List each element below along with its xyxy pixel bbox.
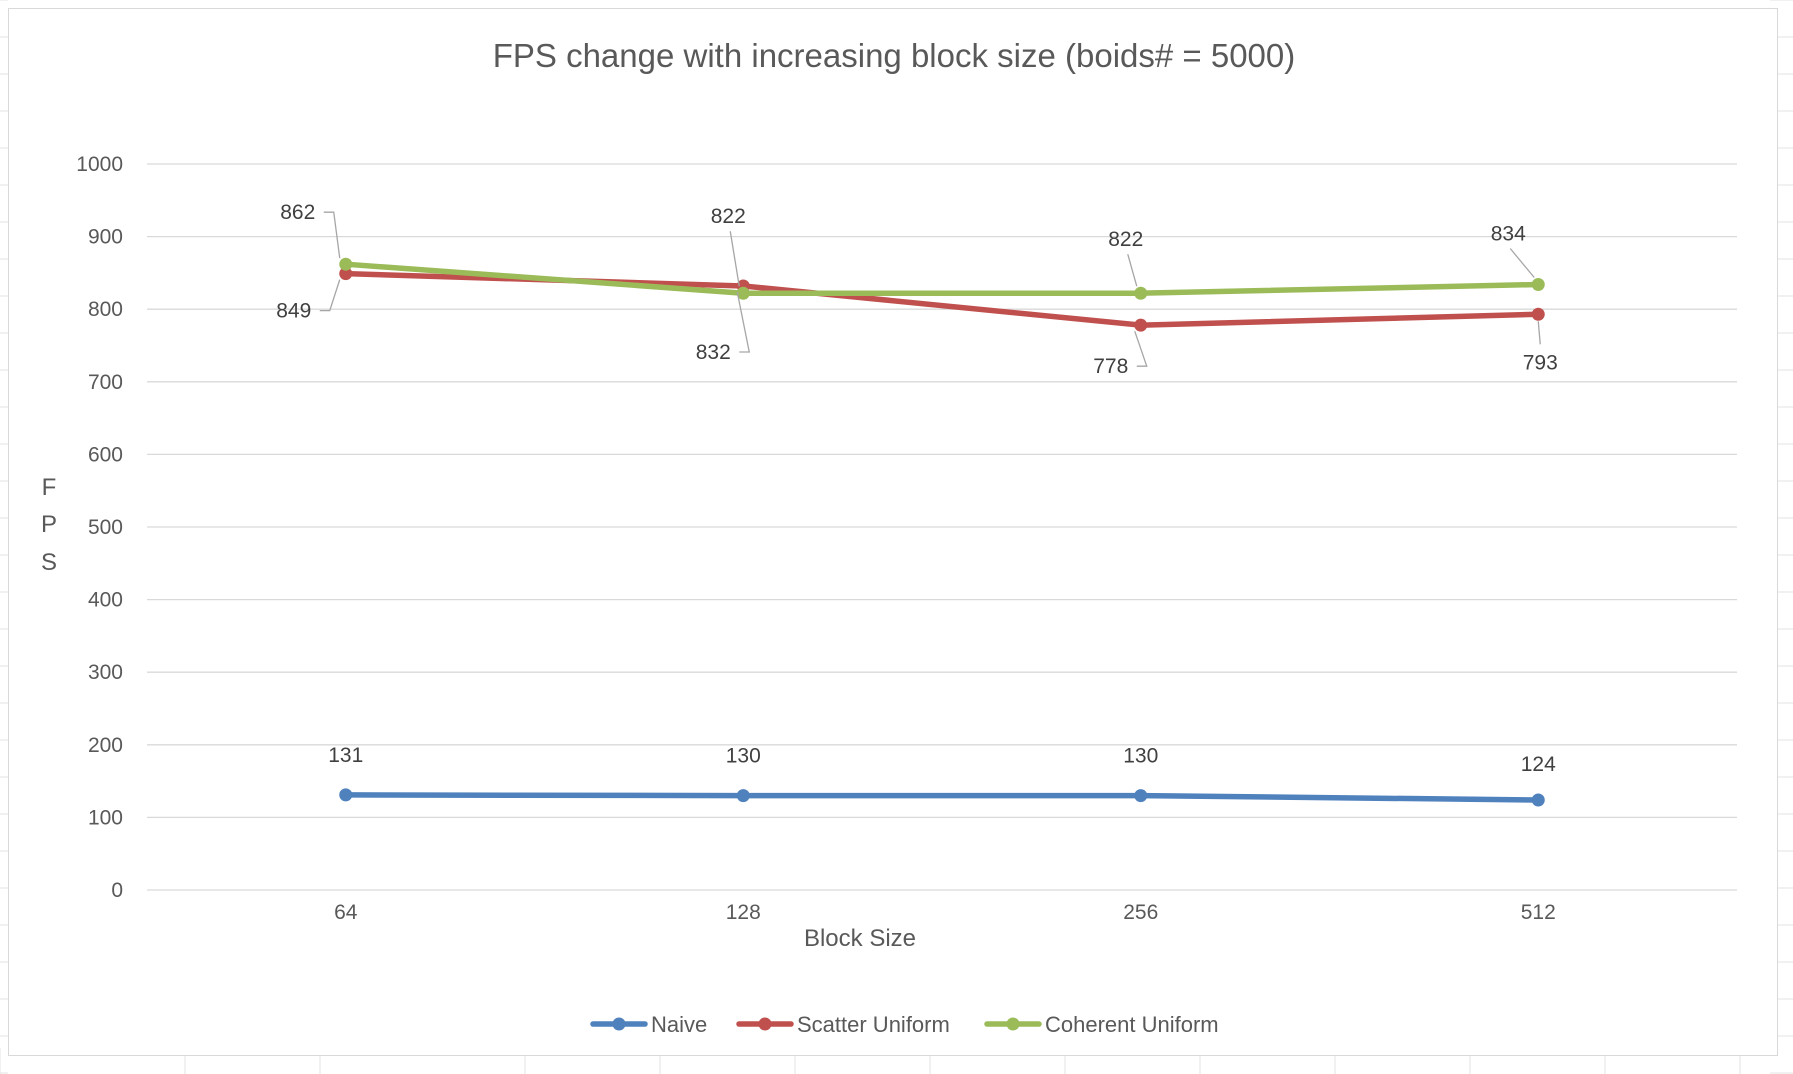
data-point[interactable]: [736, 789, 750, 803]
legend-label: Scatter Uniform: [797, 1012, 950, 1037]
data-point[interactable]: [1531, 793, 1545, 807]
data-label: 124: [1521, 753, 1556, 776]
y-axis-title-letter: F: [42, 474, 57, 501]
data-label: 849: [276, 300, 311, 323]
series-lines: [339, 257, 1545, 807]
data-label: 130: [1123, 745, 1158, 768]
line-chart: FPS change with increasing block size (b…: [41, 37, 1737, 1037]
data-point[interactable]: [1531, 307, 1545, 321]
y-tick-label: 500: [88, 516, 123, 539]
leader-line: [1509, 248, 1535, 278]
data-point[interactable]: [1134, 789, 1148, 803]
data-label: 131: [328, 744, 363, 767]
y-tick-label: 600: [88, 443, 123, 466]
x-axis-ticks: 64 128 256 512: [334, 901, 1556, 924]
y-axis-ticks: 0 100 200 300 400 500 600 700 800 900 1000: [76, 153, 123, 902]
legend-marker: [758, 1017, 772, 1031]
chart-title: FPS change with increasing block size (b…: [493, 37, 1296, 74]
series-line: [343, 261, 1541, 296]
data-labels: 131 130 130 124 849 832 778 793 862 822 822 834: [276, 201, 1558, 776]
x-tick-label: 128: [726, 901, 761, 924]
legend-item-scatter-uniform[interactable]: Scatter Uniform: [736, 1012, 950, 1037]
legend-item-coherent-uniform[interactable]: Coherent Uniform: [984, 1012, 1219, 1037]
x-axis-title: Block Size: [804, 925, 916, 952]
data-label: 834: [1491, 223, 1526, 246]
legend-marker: [612, 1017, 626, 1031]
y-axis-title-letter: S: [41, 549, 57, 576]
data-point[interactable]: [1134, 318, 1148, 332]
data-label: 130: [726, 745, 761, 768]
y-tick-label: 900: [88, 226, 123, 249]
data-point[interactable]: [339, 257, 353, 271]
legend-marker: [1006, 1017, 1020, 1031]
data-label: 862: [280, 201, 315, 224]
y-tick-label: 300: [88, 661, 123, 684]
y-tick-label: 400: [88, 589, 123, 612]
data-label: 793: [1523, 351, 1558, 374]
series-line: [343, 270, 1541, 328]
x-tick-label: 64: [334, 901, 358, 924]
gridlines: [147, 163, 1737, 891]
y-tick-label: 1000: [76, 153, 123, 176]
leader-line: [1127, 254, 1138, 287]
leader-line: [729, 231, 740, 287]
legend-label: Naive: [651, 1012, 707, 1037]
y-tick-label: 100: [88, 806, 123, 829]
data-label: 822: [1108, 228, 1143, 251]
series-naive: [339, 788, 1545, 807]
legend-label: Coherent Uniform: [1045, 1012, 1219, 1037]
y-tick-label: 700: [88, 371, 123, 394]
data-label: 822: [711, 205, 746, 228]
leader-line: [1537, 321, 1541, 345]
series-line: [343, 792, 1541, 803]
series-coherent-uniform: [339, 257, 1545, 300]
y-axis-title: F P S: [41, 474, 57, 576]
legend[interactable]: Naive Scatter Uniform Coherent Uniform: [590, 1012, 1219, 1037]
leader-line: [1134, 330, 1148, 367]
y-axis-title-letter: P: [41, 511, 57, 538]
legend-item-naive[interactable]: Naive: [590, 1012, 707, 1037]
leader-line: [319, 279, 341, 312]
data-point[interactable]: [339, 788, 353, 802]
data-point[interactable]: [339, 267, 353, 281]
leader-line: [323, 211, 341, 259]
data-label-leaders: [319, 211, 1541, 367]
y-tick-label: 800: [88, 298, 123, 321]
chart-area[interactable]: FPS change with increasing block size (b…: [8, 8, 1778, 1056]
leader-line: [736, 291, 751, 353]
data-point[interactable]: [1531, 278, 1545, 292]
data-label: 778: [1093, 355, 1128, 378]
x-tick-label: 256: [1123, 901, 1158, 924]
y-tick-label: 200: [88, 734, 123, 757]
data-label: 832: [696, 341, 731, 364]
data-point[interactable]: [736, 286, 750, 300]
x-tick-label: 512: [1521, 901, 1556, 924]
y-tick-label: 0: [111, 879, 123, 902]
data-point[interactable]: [1134, 286, 1148, 300]
